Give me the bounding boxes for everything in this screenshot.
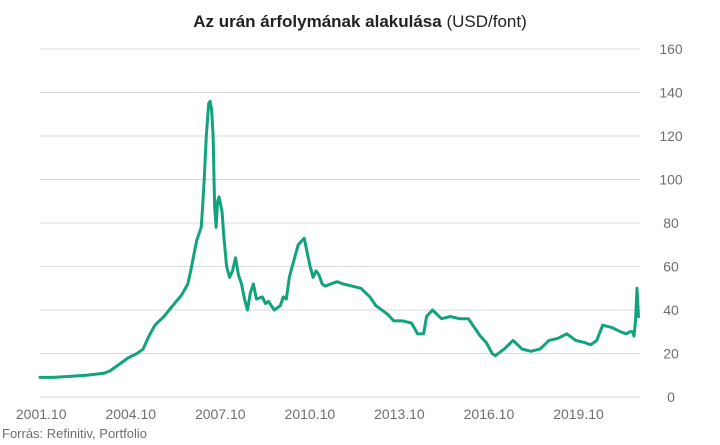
y-axis: 0 20 40 60 80 100 120 140 160 [659, 41, 683, 405]
y-tick-label: 120 [659, 128, 683, 144]
x-tick-label: 2004.10 [105, 406, 156, 422]
x-tick-label: 2001.10 [16, 406, 67, 422]
x-tick-label: 2007.10 [195, 406, 246, 422]
chart-title-unit: (USD/font) [442, 12, 527, 31]
y-tick-label: 60 [663, 259, 679, 275]
y-tick-label: 40 [663, 302, 679, 318]
chart-title: Az urán árfolymának alakulása (USD/font) [193, 12, 527, 31]
x-tick-label: 2013.10 [374, 406, 425, 422]
series-layer [38, 99, 640, 379]
x-tick-label: 2016.10 [464, 406, 515, 422]
y-tick-label: 0 [667, 389, 675, 405]
gridlines [40, 48, 640, 398]
source-note: Forrás: Refinitiv, Portfolio [2, 426, 147, 441]
series-line-0 [38, 99, 640, 379]
y-tick-label: 140 [659, 85, 683, 101]
y-tick-label: 160 [659, 41, 683, 57]
y-tick-label: 80 [663, 215, 679, 231]
x-tick-label: 2019.10 [553, 406, 604, 422]
y-tick-label: 100 [659, 172, 683, 188]
x-tick-label: 2010.10 [285, 406, 336, 422]
y-tick-label: 20 [663, 346, 679, 362]
x-axis: 2001.10 2004.10 2007.10 2010.10 2013.10 2016.… [16, 406, 604, 422]
chart-title-bold: Az urán árfolymának alakulása [193, 12, 442, 31]
